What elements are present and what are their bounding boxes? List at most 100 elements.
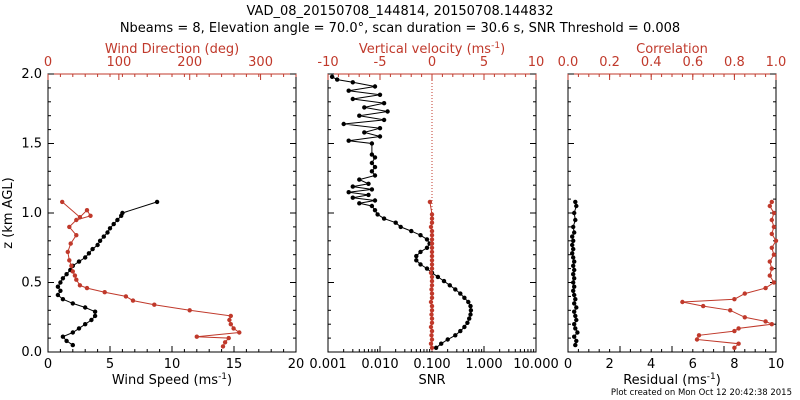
data-point	[362, 130, 367, 135]
data-point	[83, 322, 88, 327]
data-point	[570, 251, 575, 256]
data-point	[572, 284, 577, 289]
x-tick-label: 10	[164, 357, 181, 372]
data-point	[67, 258, 72, 263]
data-point	[573, 342, 578, 348]
top-axis-label: Wind Direction (deg)	[105, 42, 239, 57]
figure-subtitle: Nbeams = 8, Elevation angle = 70.0°, sca…	[120, 21, 680, 36]
top-tick-label: 0.2	[599, 55, 620, 70]
x-tick-label: 10	[768, 357, 785, 372]
data-point	[346, 88, 351, 93]
data-point	[369, 160, 375, 166]
data-point	[769, 322, 774, 327]
x-tick-label: 20	[288, 357, 305, 372]
data-point	[769, 245, 774, 250]
data-point	[429, 245, 435, 250]
velocity-snr-panel: 0.001 0.010 0.100 1.000 10.000 SNR -10 -5 0 5 10 Ve…	[309, 41, 558, 388]
data-point	[571, 238, 576, 243]
data-point	[357, 113, 362, 118]
data-point	[467, 316, 472, 321]
series-residual	[570, 199, 580, 348]
data-point	[226, 335, 231, 341]
data-point	[72, 273, 78, 278]
top-tick-label: 200	[177, 55, 202, 70]
top-tick-label: 1.0	[766, 55, 787, 70]
data-point	[447, 283, 452, 288]
top-tick-label: 100	[106, 55, 131, 70]
data-point	[572, 322, 577, 327]
data-point	[429, 233, 435, 238]
data-point	[429, 291, 435, 296]
data-point	[732, 297, 737, 302]
top-tick-label: 0.6	[682, 55, 703, 70]
data-point	[55, 284, 61, 289]
data-point	[377, 126, 383, 131]
data-point	[105, 230, 110, 235]
data-point	[418, 233, 423, 238]
data-point	[571, 263, 576, 268]
top-tick-label: 0.4	[641, 55, 662, 70]
data-point	[424, 266, 430, 271]
data-point	[76, 259, 82, 264]
x-tick-label: 15	[226, 357, 243, 372]
data-point	[570, 242, 575, 248]
data-point	[445, 337, 450, 342]
data-point	[60, 334, 66, 339]
data-point	[409, 228, 414, 234]
data-point	[237, 330, 242, 335]
data-point	[429, 216, 435, 221]
y-tick-label: 2.0	[21, 67, 42, 82]
data-point	[763, 319, 768, 324]
data-point	[60, 199, 65, 205]
data-point	[369, 187, 375, 192]
data-point	[458, 291, 463, 296]
data-point	[366, 181, 371, 186]
x-tick-label: 0.010	[361, 357, 398, 372]
data-point	[187, 308, 192, 313]
data-point	[573, 326, 578, 331]
data-point	[570, 234, 575, 239]
data-point	[429, 249, 435, 255]
data-point	[767, 259, 772, 264]
data-point	[574, 203, 579, 209]
data-point	[732, 345, 737, 350]
data-point	[573, 199, 578, 205]
data-point	[154, 199, 160, 205]
data-point	[572, 210, 577, 216]
data-point	[362, 105, 367, 110]
data-point	[429, 237, 435, 242]
data-point	[414, 253, 419, 259]
data-point	[696, 333, 702, 338]
data-point	[68, 241, 73, 246]
y-tick-label: 0.5	[21, 276, 42, 291]
data-point	[465, 320, 470, 325]
data-point	[429, 308, 435, 313]
bottom-axis-label: Residual (ms-1)	[623, 372, 721, 388]
series-vertical-velocity	[427, 199, 435, 350]
data-point	[571, 280, 576, 285]
data-point	[572, 309, 577, 314]
data-point	[55, 292, 61, 298]
top-tick-label: 300	[248, 55, 273, 70]
data-point	[433, 345, 439, 350]
plot-created-footer: Plot created on Mon Oct 12 20:42:38 2015	[611, 388, 792, 398]
series-line	[61, 201, 241, 347]
top-tick-label: 0.0	[558, 55, 579, 70]
data-point	[572, 230, 577, 235]
top-tick-label: 10	[528, 55, 545, 70]
data-point	[228, 322, 233, 327]
data-point	[194, 334, 199, 339]
data-point	[90, 246, 95, 252]
x-tick-label: 0	[44, 357, 52, 372]
data-point	[771, 224, 777, 230]
data-point	[92, 309, 98, 314]
data-point	[393, 220, 398, 225]
data-point	[64, 338, 69, 344]
data-point	[372, 84, 378, 89]
data-point	[58, 280, 63, 285]
data-point	[70, 269, 76, 274]
data-point	[573, 313, 578, 319]
data-point	[418, 262, 423, 267]
top-tick-label: 0	[44, 55, 52, 70]
data-point	[767, 273, 772, 278]
